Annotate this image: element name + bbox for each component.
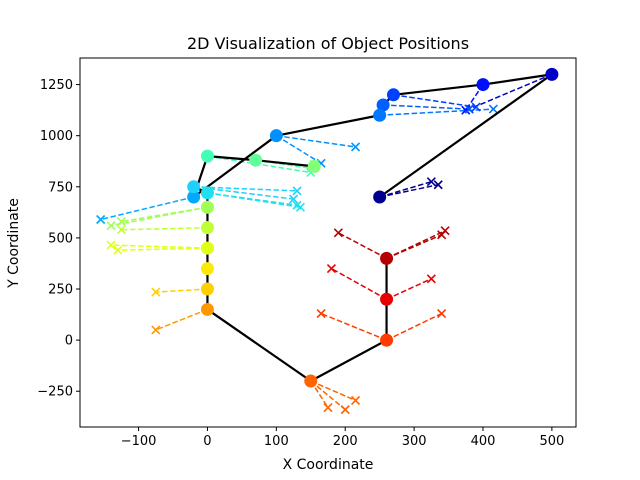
prediction-marker-19-0	[350, 395, 361, 405]
object-point-3	[386, 88, 400, 102]
object-point-17	[200, 282, 214, 296]
object-point-1	[545, 67, 559, 81]
prediction-marker-13-0	[106, 221, 116, 231]
prediction-marker-19-1	[323, 403, 333, 413]
prediction-line-19-2	[310, 380, 346, 411]
chart-title: 2D Visualization of Object Positions	[187, 34, 469, 53]
prediction-line-20-1	[386, 312, 442, 341]
axis-ticks: −100 0 100 200 300 400 500 −250 0 250 500 750 1000 12…	[37, 78, 564, 449]
object-point-5	[373, 108, 387, 122]
prediction-marker-19-2	[340, 405, 350, 415]
prediction-line-21-1	[386, 278, 432, 300]
object-point-12	[307, 159, 321, 173]
prediction-marker-8-1	[288, 194, 299, 204]
object-point-6	[269, 129, 283, 143]
prediction-marker-22-0	[333, 228, 343, 238]
object-point-13	[200, 200, 214, 214]
object-point-8	[187, 180, 201, 194]
prediction-marker-15-0	[106, 240, 116, 250]
object-point-9	[200, 186, 214, 200]
prediction-marker-6-0	[350, 142, 361, 152]
x-tick-label-4: 300	[402, 434, 427, 449]
prediction-marker-13-1	[116, 216, 126, 227]
x-tick-label-5: 400	[471, 434, 496, 449]
object-point-19	[304, 374, 318, 388]
prediction-marker-5-0	[488, 104, 498, 114]
prediction-line-6-0	[276, 134, 356, 148]
prediction-marker-21-1	[426, 274, 436, 284]
y-tick-label-1: 0	[65, 334, 73, 349]
prediction-marker-8-0	[292, 186, 302, 196]
prediction-marker-20-0	[316, 308, 326, 319]
x-tick-label-0: −100	[121, 434, 157, 449]
prediction-line-17-0	[155, 288, 208, 293]
prediction-marker-17-0	[151, 287, 161, 297]
prediction-marker-9-1	[295, 202, 306, 212]
prediction-line-4-0	[383, 104, 470, 110]
prediction-marker-7-0	[96, 214, 106, 225]
x-tick-label-6: 500	[539, 434, 564, 449]
prediction-line-15-1	[117, 247, 208, 251]
prediction-marker-22-2	[440, 226, 450, 236]
prediction-line-18-0	[155, 308, 208, 331]
prediction-marker-3-0	[471, 102, 481, 112]
object-point-16	[200, 262, 214, 276]
prediction-line-19-0	[310, 380, 356, 402]
y-tick-label-4: 750	[48, 180, 73, 195]
prediction-line-22-2	[386, 230, 446, 260]
x-tick-label-2: 100	[264, 434, 289, 449]
object-point-20	[380, 333, 394, 347]
object-point-7	[187, 190, 201, 204]
prediction-marker-14-0	[116, 225, 126, 235]
prediction-marker-15-1	[113, 245, 123, 255]
prediction-marker-20-1	[437, 308, 447, 319]
prediction-line-5-0	[379, 108, 494, 116]
y-tick-label-0: −250	[37, 385, 73, 400]
prediction-line-15-0	[110, 244, 208, 249]
y-tick-label-6: 1250	[40, 78, 73, 93]
prediction-line-1-0	[468, 73, 553, 110]
object-point-21	[380, 292, 394, 306]
x-tick-label-3: 200	[333, 434, 358, 449]
axes-frame	[79, 57, 577, 428]
object-point-4	[376, 98, 390, 112]
y-tick-label-3: 500	[48, 231, 73, 246]
y-tick-label-2: 250	[48, 283, 73, 298]
prediction-line-3-0	[393, 94, 477, 108]
plot-area	[96, 67, 559, 415]
x-axis-label: X Coordinate	[283, 457, 374, 473]
x-tick-label-1: 0	[203, 434, 211, 449]
prediction-marker-4-0	[464, 104, 474, 114]
prediction-line-0-1	[379, 184, 439, 198]
prediction-marker-18-0	[151, 325, 161, 335]
object-point-18	[200, 302, 214, 316]
prediction-line-14-0	[121, 226, 208, 231]
prediction-marker-0-1	[433, 180, 443, 190]
prediction-line-13-1	[121, 206, 208, 223]
object-point-15	[200, 241, 214, 255]
prediction-line-6-1	[275, 135, 322, 164]
y-tick-label-5: 1000	[40, 129, 73, 144]
y-axis-label: Y Coordinate	[6, 198, 22, 289]
object-point-2	[476, 78, 490, 92]
prediction-line-20-0	[320, 312, 387, 341]
prediction-marker-21-0	[326, 263, 337, 274]
object-point-10	[200, 149, 214, 163]
object-point-11	[249, 153, 263, 167]
object-point-22	[380, 251, 394, 265]
prediction-marker-0-0	[426, 177, 436, 187]
prediction-line-22-0	[337, 232, 387, 260]
object-point-0	[373, 190, 387, 204]
prediction-line-21-0	[331, 267, 387, 300]
object-point-14	[200, 221, 214, 235]
